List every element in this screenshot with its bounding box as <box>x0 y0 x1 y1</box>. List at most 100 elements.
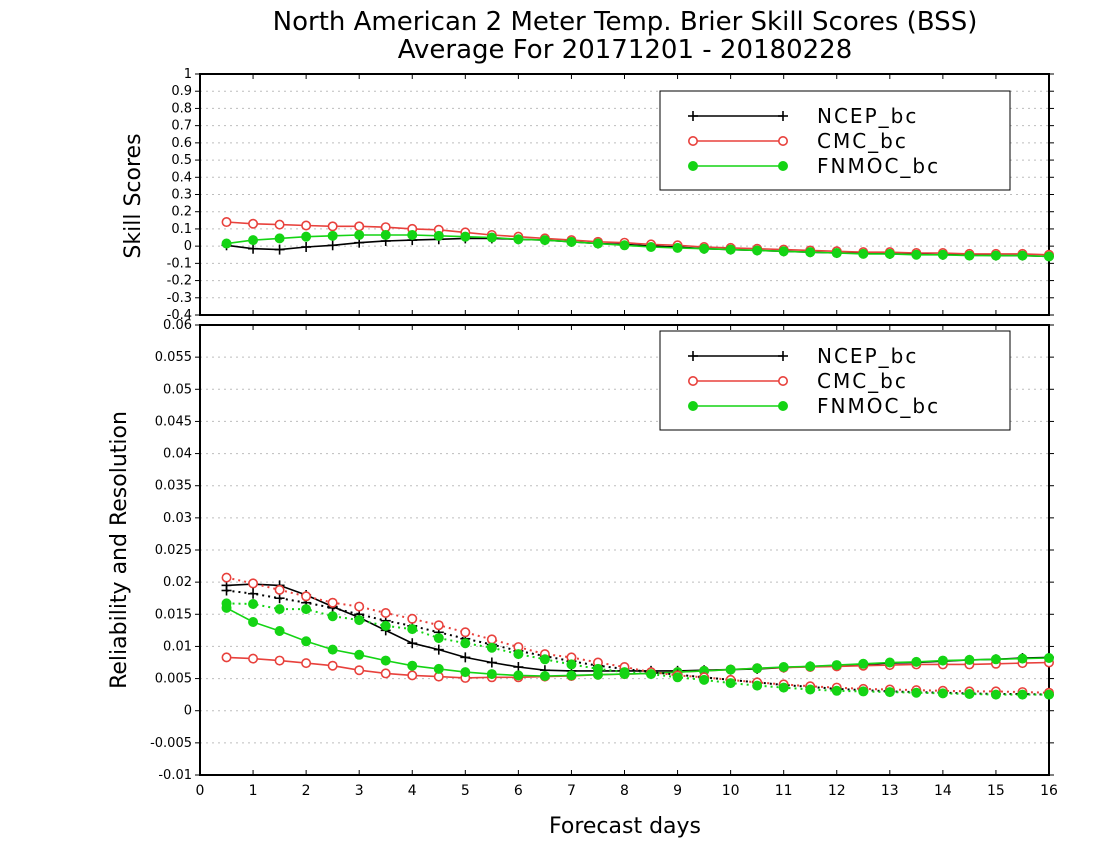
data-point <box>327 660 338 671</box>
data-point <box>964 250 975 261</box>
x-tick-label: 7 <box>567 783 576 799</box>
data-point <box>964 654 975 665</box>
data-point <box>778 682 789 693</box>
legend-item: FNMOC_bc <box>688 394 938 418</box>
data-point <box>433 230 444 241</box>
y-tick-label: 0.6 <box>171 136 192 151</box>
data-point <box>407 670 418 681</box>
x-tick-label: 4 <box>408 783 417 799</box>
data-point <box>990 689 1001 700</box>
data-point <box>433 633 444 644</box>
x-tick-label: 10 <box>722 783 740 799</box>
x-tick-label: 11 <box>775 783 793 799</box>
data-point <box>274 584 285 595</box>
data-point <box>486 634 497 645</box>
data-point <box>513 670 524 681</box>
data-point <box>301 636 312 647</box>
series-FNMOC_bc-resolution <box>221 598 1054 700</box>
data-point <box>248 218 259 229</box>
y-tick-label: -0.005 <box>150 736 192 751</box>
series-line <box>226 656 1050 679</box>
legend-item: NCEP_bc <box>688 344 916 368</box>
data-point <box>248 578 259 589</box>
data-point <box>354 649 365 660</box>
data-point <box>407 638 418 649</box>
x-tick-label: 9 <box>673 783 682 799</box>
data-point <box>539 654 550 665</box>
data-point <box>460 627 471 638</box>
legend-marker <box>778 351 788 361</box>
skill-score-panel: -0.4 -0.3 -0.2 -0.1 0 0.1 0.2 0.3 0.4 0.5 0.6 0.7 0.… <box>167 67 1055 323</box>
series-NCEP_bc <box>221 233 1054 262</box>
data-point <box>486 642 497 653</box>
data-point <box>248 243 259 254</box>
legend-marker <box>688 351 698 361</box>
series-FNMOC_bc <box>221 229 1054 262</box>
series-line <box>226 583 1050 672</box>
data-point <box>858 248 869 259</box>
data-point <box>911 249 922 260</box>
plot-frame <box>199 73 1050 316</box>
y-tick-label: 0.055 <box>155 350 192 365</box>
y-tick-label: -0.2 <box>167 274 192 289</box>
data-point <box>699 674 710 685</box>
data-point <box>433 663 444 674</box>
data-point <box>884 248 895 259</box>
y-tick-label: -0.4 <box>167 308 192 323</box>
series-CMC_bc <box>221 217 1055 260</box>
data-point <box>1044 653 1054 663</box>
legend-marker <box>688 161 698 171</box>
y-tick-label: 0.5 <box>171 153 192 168</box>
y-tick-label: 0.025 <box>155 543 192 558</box>
data-point <box>911 656 922 667</box>
x-axis-label: Forecast days <box>549 814 701 839</box>
x-tick-label: 12 <box>828 783 846 799</box>
data-point <box>433 644 444 655</box>
data-point <box>486 232 497 243</box>
legend-label: CMC_bc <box>817 129 908 153</box>
data-point <box>380 655 391 666</box>
data-point <box>858 658 869 669</box>
x-tick-label: 5 <box>461 783 470 799</box>
series-line <box>226 576 1050 694</box>
data-point <box>672 672 683 683</box>
y-tick-label: 0.045 <box>155 414 192 429</box>
data-point <box>725 678 736 689</box>
data-point <box>539 235 550 246</box>
y-tick-label: 0.03 <box>163 511 192 526</box>
legend-item: CMC_bc <box>687 129 908 153</box>
data-point <box>274 604 285 615</box>
data-point <box>964 689 975 699</box>
data-point <box>752 663 763 674</box>
legend-label: FNMOC_bc <box>817 154 940 178</box>
data-point <box>646 242 657 253</box>
y-tick-label: 0.8 <box>171 101 192 116</box>
data-point <box>937 655 948 666</box>
data-point <box>301 658 312 669</box>
data-point <box>566 236 577 247</box>
data-point <box>592 238 603 249</box>
series-CMC_bc-resolution <box>221 572 1055 698</box>
data-point <box>752 680 763 691</box>
data-point <box>725 244 736 255</box>
x-tick-label: 2 <box>302 783 311 799</box>
data-point <box>460 638 471 649</box>
data-point <box>327 644 338 655</box>
data-point <box>407 613 418 624</box>
legend-marker <box>778 401 788 411</box>
data-point <box>937 688 948 699</box>
legend-item: CMC_bc <box>687 369 906 393</box>
data-point <box>354 601 365 612</box>
y-tick-label: 0.02 <box>163 575 192 590</box>
data-point <box>1017 653 1028 664</box>
plot-frame <box>199 324 1050 776</box>
data-point <box>221 238 232 249</box>
data-point <box>407 660 418 671</box>
data-point <box>248 235 259 246</box>
data-point <box>486 669 497 680</box>
data-point <box>460 652 471 663</box>
y-tick-label: 1 <box>184 67 192 82</box>
y-tick-label: 0.05 <box>163 382 192 397</box>
